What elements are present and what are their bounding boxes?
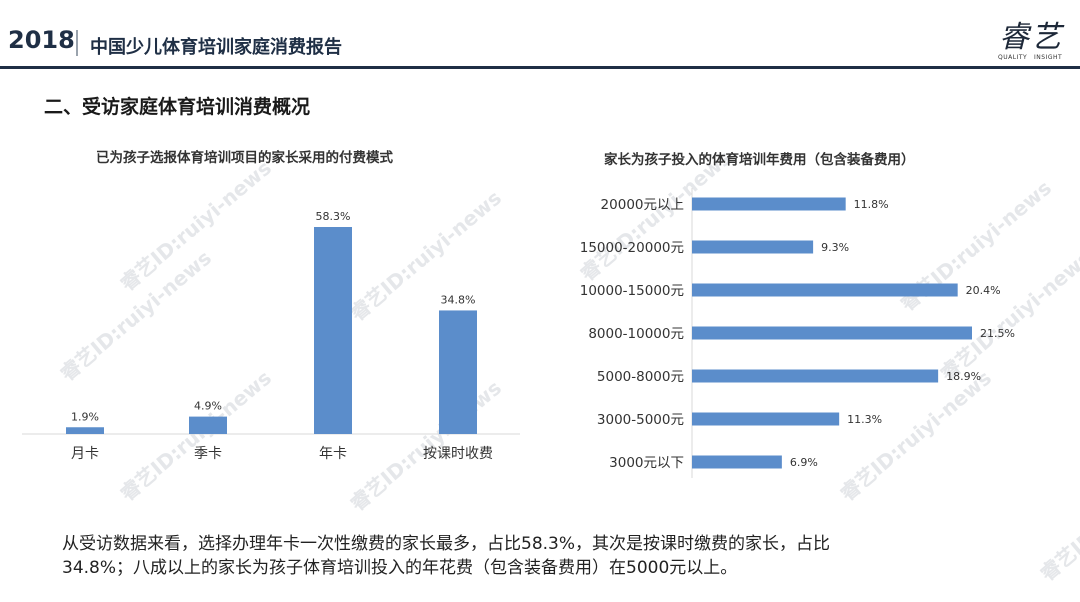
category-label: 月卡 bbox=[71, 446, 99, 462]
bar-value-label: 58.3% bbox=[316, 210, 351, 223]
bar-3 bbox=[439, 310, 477, 434]
hbar-value-label: 18.9% bbox=[946, 370, 981, 383]
section-title: 二、受访家庭体育培训消费概况 bbox=[44, 96, 311, 118]
hbar-category-label: 3000元以下 bbox=[609, 455, 684, 471]
hbar-value-label: 11.8% bbox=[854, 198, 889, 211]
hbar-category-label: 15000-20000元 bbox=[580, 240, 684, 256]
header-divider bbox=[76, 30, 78, 56]
hbar-1 bbox=[692, 240, 814, 254]
report-title: 中国少儿体育培训家庭消费报告 bbox=[90, 37, 342, 58]
category-label: 按课时收费 bbox=[423, 446, 493, 462]
logo-sub-right: INSIGHT bbox=[1034, 54, 1063, 61]
hbar-6 bbox=[692, 455, 782, 469]
bar-1 bbox=[189, 416, 227, 434]
hbar-value-label: 21.5% bbox=[980, 327, 1015, 340]
bar-value-label: 4.9% bbox=[194, 400, 222, 413]
hbar-category-label: 10000-15000元 bbox=[580, 283, 684, 299]
annual-cost-chart-title: 家长为孩子投入的体育培训年费用（包含装备费用） bbox=[604, 152, 915, 168]
hbar-3 bbox=[692, 326, 972, 340]
hbar-2 bbox=[692, 283, 958, 297]
bar-2 bbox=[314, 227, 352, 434]
bar-0 bbox=[66, 427, 104, 434]
summary-text: 从受访数据来看，选择办理年卡一次性缴费的家长最多，占比58.3%，其次是按课时缴… bbox=[62, 532, 1062, 580]
category-label: 季卡 bbox=[194, 446, 222, 462]
payment-mode-chart: 1.9% 月卡 4.9% 季卡 58.3% 年卡 34.8% 按课时收费 bbox=[22, 210, 520, 462]
brand-logo: 睿艺 QUALITY INSIGHT bbox=[990, 12, 1072, 64]
summary-line-1: 从受访数据来看，选择办理年卡一次性缴费的家长最多，占比58.3%，其次是按课时缴… bbox=[62, 534, 831, 554]
bar-value-label: 34.8% bbox=[441, 293, 476, 306]
bar-value-label: 1.9% bbox=[71, 410, 99, 423]
summary-line-2: 34.8%；八成以上的家长为孩子体育培训投入的年花费（包含装备费用）在5000元… bbox=[62, 558, 738, 578]
hbar-0 bbox=[692, 197, 846, 211]
hbar-value-label: 9.3% bbox=[821, 241, 849, 254]
logo-sub-left: QUALITY bbox=[998, 54, 1028, 61]
hbar-value-label: 6.9% bbox=[790, 456, 818, 469]
hbar-category-label: 3000-5000元 bbox=[597, 412, 684, 428]
hbar-category-label: 20000元以上 bbox=[601, 197, 684, 213]
annual-cost-chart: 11.8% 20000元以上 9.3% 15000-20000元 20.4% 10000-… bbox=[580, 188, 1015, 478]
page-header: 2018 中国少儿体育培训家庭消费报告 睿艺 QUALITY INSIGHT bbox=[0, 0, 1080, 70]
logo-text: 睿艺 bbox=[999, 20, 1063, 55]
category-label: 年卡 bbox=[319, 446, 347, 462]
hbar-category-label: 5000-8000元 bbox=[597, 369, 684, 385]
hbar-4 bbox=[692, 369, 939, 383]
hbar-value-label: 11.3% bbox=[847, 413, 882, 426]
hbar-category-label: 8000-10000元 bbox=[588, 326, 684, 342]
hbar-value-label: 20.4% bbox=[966, 284, 1001, 297]
hbar-5 bbox=[692, 412, 840, 426]
payment-mode-chart-title: 已为孩子选报体育培训项目的家长采用的付费模式 bbox=[96, 150, 393, 166]
report-year: 2018 bbox=[8, 26, 75, 54]
header-rule bbox=[0, 66, 1080, 69]
